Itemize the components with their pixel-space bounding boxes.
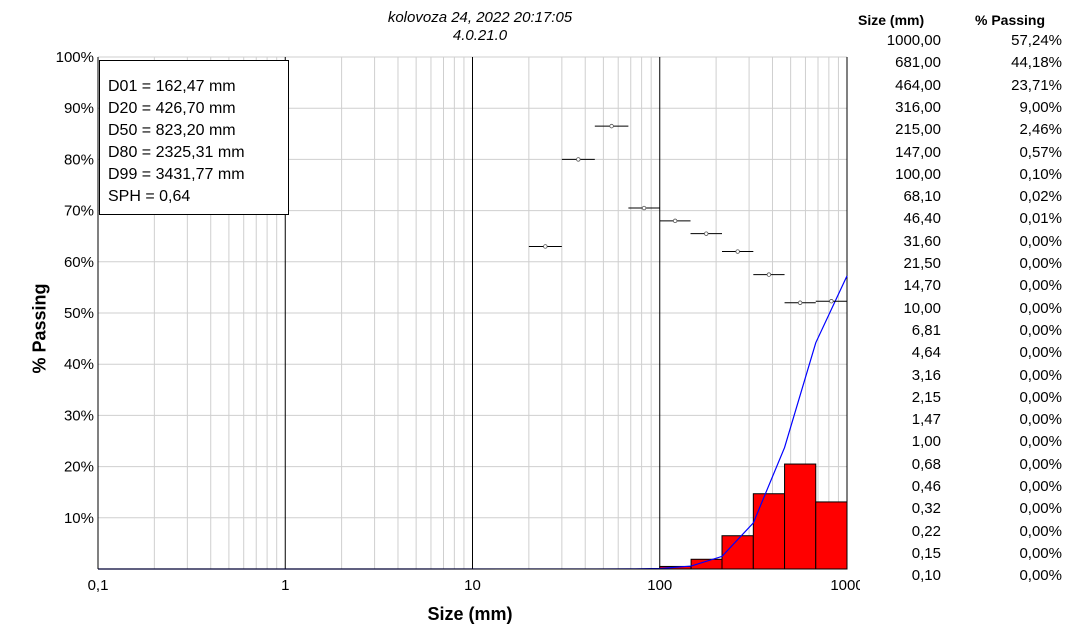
x-tick-label: 0,1 bbox=[88, 577, 109, 594]
table-cell-size: 0,15 bbox=[911, 544, 941, 562]
table-cell-size: 68,10 bbox=[903, 188, 941, 206]
range-marker-point bbox=[829, 299, 834, 304]
range-marker-point bbox=[766, 272, 772, 277]
histogram-bar bbox=[784, 463, 817, 570]
y-tick-label: 20% bbox=[64, 459, 94, 476]
table-cell-passing: 0,00% bbox=[1019, 388, 1062, 406]
range-marker-point bbox=[735, 249, 740, 254]
y-tick-label: 80% bbox=[64, 151, 94, 168]
table-cell-size: 4,64 bbox=[911, 344, 941, 362]
table-cell-size: 0,46 bbox=[911, 478, 941, 495]
table-cell-size: 2,15 bbox=[911, 388, 941, 406]
y-tick-label: 60% bbox=[64, 254, 94, 271]
x-tick-label: 1000 bbox=[830, 577, 860, 594]
range-marker-point bbox=[672, 218, 678, 224]
table-cell-passing: 0,00% bbox=[1019, 321, 1062, 339]
table-cell-passing: 0,00% bbox=[1019, 232, 1062, 250]
table-cell-passing: 2,46% bbox=[1019, 121, 1062, 139]
y-tick-label: 100% bbox=[56, 49, 94, 66]
table-cell-size: 1,47 bbox=[911, 411, 941, 429]
table-cell-passing: 0,01% bbox=[1019, 210, 1062, 228]
table-cell-size: 1000,00 bbox=[886, 32, 941, 49]
table-cell-size: 316,00 bbox=[895, 98, 941, 116]
table-cell-size: 14,70 bbox=[903, 277, 941, 295]
table-cell-size: 0,10 bbox=[911, 567, 941, 585]
range-marker-point bbox=[641, 205, 647, 211]
table-cell-passing: 0,00% bbox=[1019, 255, 1062, 272]
y-tick-label: 30% bbox=[64, 407, 94, 424]
table-cell-passing: 0,00% bbox=[1019, 455, 1062, 473]
table-cell-passing: 9,00% bbox=[1019, 98, 1062, 116]
table-cell-passing: 0,00% bbox=[1019, 277, 1062, 295]
table-cell-size: 100,00 bbox=[895, 165, 941, 183]
table-cell-size: 21,50 bbox=[903, 255, 941, 272]
x-tick-label: 10 bbox=[464, 577, 481, 594]
table-cell-passing: 0,00% bbox=[1019, 344, 1062, 362]
table-cell-passing: 0,00% bbox=[1019, 411, 1062, 429]
table-cell-size: 3,16 bbox=[911, 366, 941, 384]
table-cell-size: 1,00 bbox=[911, 433, 941, 451]
table-cell-passing: 0,10% bbox=[1019, 165, 1062, 183]
range-marker-point bbox=[543, 244, 548, 249]
table-header-passing: % Passing bbox=[975, 12, 1046, 28]
table-cell-size: 0,22 bbox=[911, 522, 941, 540]
x-tick-label: 100 bbox=[647, 577, 672, 594]
table-cell-passing: 44,18% bbox=[1011, 54, 1062, 72]
table-cell-passing: 0,00% bbox=[1019, 366, 1062, 384]
table-cell-size: 681,00 bbox=[895, 54, 941, 72]
table-cell-size: 10,00 bbox=[903, 299, 941, 317]
table-cell-size: 31,60 bbox=[903, 232, 941, 250]
table-cell-size: 147,00 bbox=[895, 143, 941, 161]
y-tick-label: 40% bbox=[64, 356, 94, 373]
range-marker-point bbox=[576, 157, 581, 162]
stat-d50: D50 = 823,20 mm bbox=[108, 122, 236, 139]
range-marker-point bbox=[609, 123, 614, 129]
table-cell-size: 46,40 bbox=[903, 210, 941, 228]
table-cell-size: 215,00 bbox=[895, 121, 941, 139]
stat-d20: D20 = 426,70 mm bbox=[108, 100, 236, 117]
table-cell-size: 6,81 bbox=[911, 321, 941, 339]
y-axis-label: % Passing bbox=[29, 283, 50, 374]
table-cell-passing: 23,71% bbox=[1011, 76, 1062, 94]
table-cell-size: 0,32 bbox=[911, 500, 941, 518]
table-cell-size: 0,68 bbox=[911, 455, 941, 473]
table-cell-size: 464,00 bbox=[895, 76, 941, 94]
table-cell-passing: 0,00% bbox=[1019, 567, 1062, 585]
table-cell-passing: 0,00% bbox=[1019, 500, 1062, 518]
x-tick-label: 1 bbox=[281, 577, 289, 594]
range-marker-point bbox=[704, 231, 709, 236]
histogram-bar bbox=[752, 493, 786, 570]
y-tick-label: 90% bbox=[64, 100, 94, 117]
table-cell-passing: 0,00% bbox=[1019, 433, 1062, 451]
size-distribution-chart: 0,1 1 10 100 1000 10% 20% 30% 40% 50% 60% 70% 80% 90%… bbox=[56, 49, 860, 594]
table-cell-passing: 0,57% bbox=[1019, 143, 1062, 161]
histogram-bar bbox=[815, 501, 848, 570]
stat-d01: D01 = 162,47 mm bbox=[108, 78, 236, 95]
stat-d80: D80 = 2325,31 mm bbox=[108, 144, 245, 161]
stat-d99: D99 = 3431,77 mm bbox=[108, 166, 245, 183]
table-header-size: Size (mm) bbox=[858, 12, 925, 28]
table-cell-passing: 57,24% bbox=[1011, 32, 1062, 49]
range-marker-point bbox=[797, 300, 803, 305]
x-axis-label: Size (mm) bbox=[427, 604, 513, 624]
y-tick-label: 50% bbox=[64, 305, 94, 322]
table-cell-passing: 0,00% bbox=[1019, 478, 1062, 495]
y-tick-label: 70% bbox=[64, 203, 94, 220]
stats-box: D01 = 162,47 mm D20 = 426,70 mm D50 = 82… bbox=[99, 60, 289, 215]
histogram-bar bbox=[721, 535, 754, 570]
stat-sph: SPH = 0,64 bbox=[108, 188, 191, 205]
y-tick-label: 10% bbox=[64, 510, 94, 527]
table-cell-passing: 0,00% bbox=[1019, 522, 1062, 540]
chart-date: kolovoza 24, 2022 20:17:05 bbox=[387, 9, 573, 26]
chart-version: 4.0.21.0 bbox=[452, 27, 508, 44]
table-cell-passing: 0,00% bbox=[1019, 544, 1062, 562]
table-cell-passing: 0,00% bbox=[1019, 299, 1062, 317]
table-cell-passing: 0,02% bbox=[1019, 188, 1062, 206]
